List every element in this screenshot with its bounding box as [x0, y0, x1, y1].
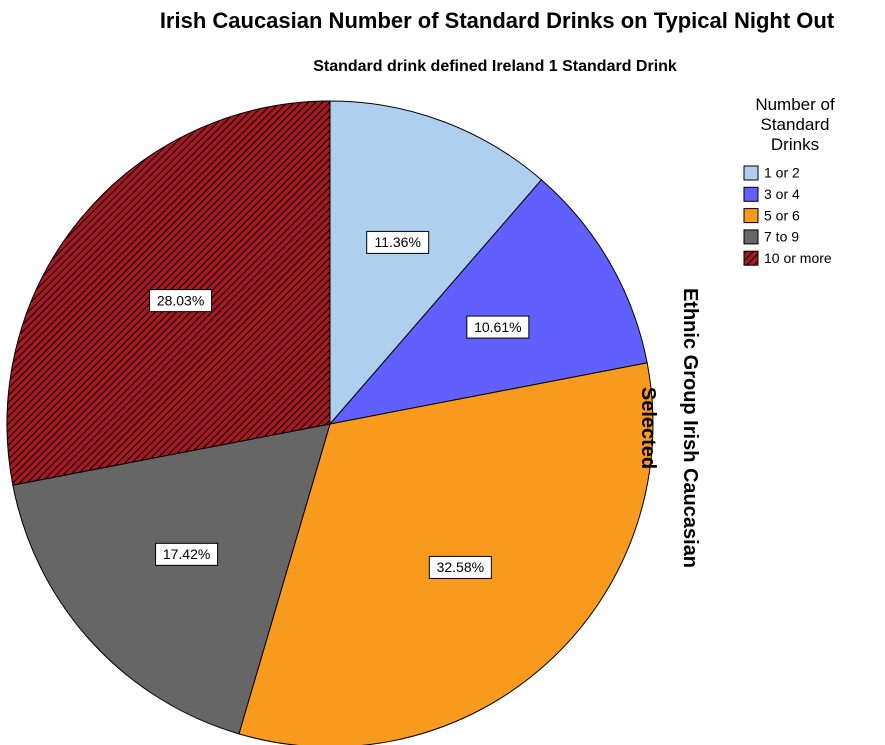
pie-slice: [12, 423, 331, 735]
side-label: Ethnic Group Irish Caucasian Selected: [637, 287, 701, 569]
legend-swatch: [743, 208, 759, 224]
value-label-box: [149, 289, 213, 313]
value-label: 28.03%: [157, 292, 204, 308]
legend-label: 10 or more: [764, 250, 832, 266]
legend-label: 3 or 4: [764, 186, 800, 202]
value-label-box: [155, 542, 219, 566]
pie-slice: [238, 362, 654, 745]
pie-slice: [329, 100, 543, 426]
legend-label: 1 or 2: [764, 165, 800, 181]
value-label-box: [366, 230, 430, 254]
chart-subtitle: Standard drink defined Ireland 1 Standar…: [313, 58, 677, 75]
legend-swatch: [743, 165, 759, 181]
legend-swatch: [743, 186, 759, 202]
legend-swatch: [743, 250, 759, 266]
value-label: 11.36%: [374, 234, 420, 250]
chart-title: Irish Caucasian Number of Standard Drink…: [160, 8, 835, 33]
pie-slice: [328, 179, 648, 425]
legend-swatch: [743, 229, 759, 245]
value-label: 32.58%: [437, 559, 484, 575]
legend-title: Number of Standard Drinks: [755, 95, 835, 154]
legend-label: 7 to 9: [764, 229, 799, 245]
value-label: 17.42%: [163, 546, 210, 562]
value-label: 10.61%: [474, 319, 521, 335]
value-label-box: [428, 555, 492, 579]
legend-label: 5 or 6: [764, 207, 800, 223]
value-label-box: [466, 315, 530, 339]
